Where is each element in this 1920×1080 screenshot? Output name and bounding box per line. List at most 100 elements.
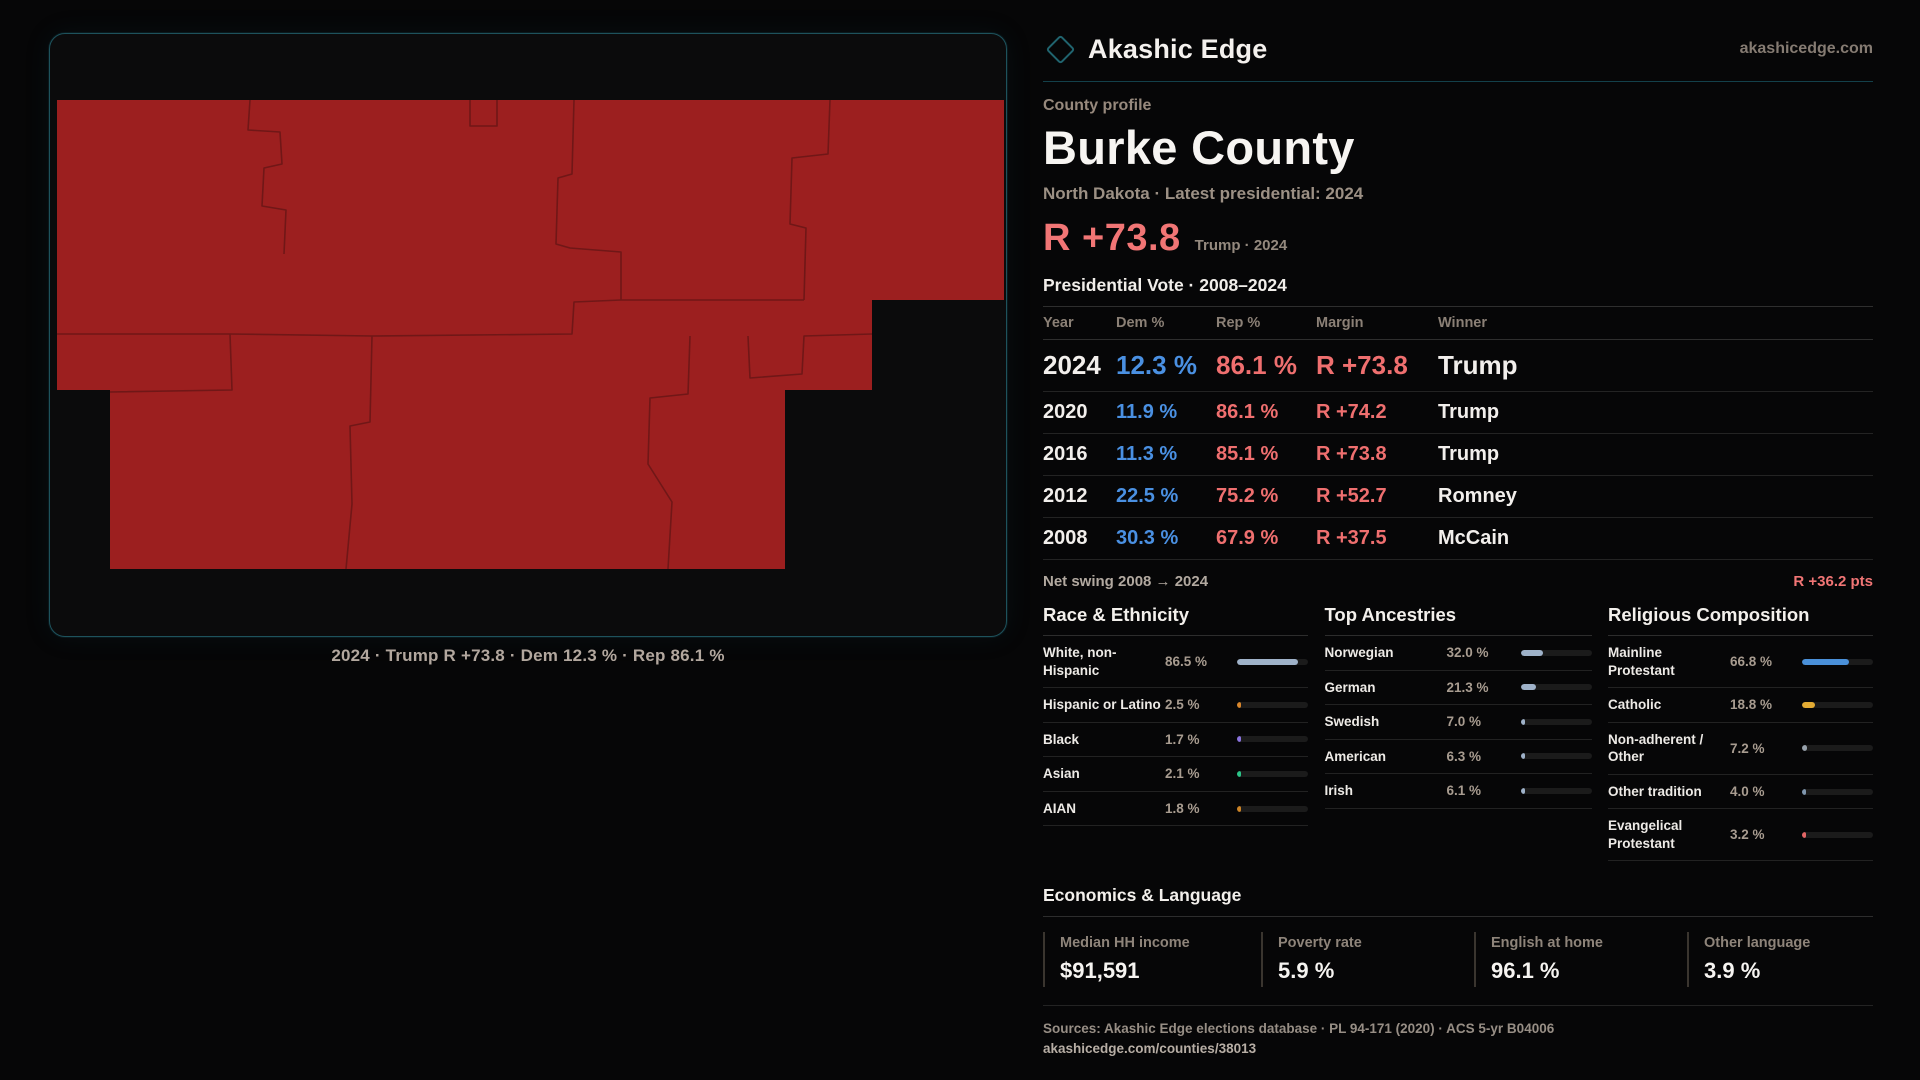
demographic-value: 21.3 %: [1446, 679, 1489, 695]
sources-line: Sources: Akashic Edge elections database…: [1043, 1021, 1555, 1037]
stat-label: Other language: [1704, 935, 1811, 952]
demographic-bar-fill: [1520, 787, 1525, 794]
demographic-row: Other tradition 4.0 %: [1608, 775, 1873, 810]
stat-label: Poverty rate: [1278, 935, 1362, 952]
economics-stat: Other language 3.9 %: [1687, 932, 1873, 988]
demographic-bar-fill: [1237, 701, 1242, 708]
demographic-bar-fill: [1237, 658, 1299, 665]
demographic-row: Irish 6.1 %: [1324, 774, 1592, 809]
demographic-bar-track: [1237, 770, 1308, 777]
demographic-row: Swedish 7.0 %: [1324, 705, 1592, 740]
demographic-label: Catholic: [1608, 697, 1662, 713]
vote-table-rows: 2024 12.3 % 86.1 % R +73.8 Trump 2020 11…: [1043, 340, 1873, 560]
col-dem: Dem %: [1116, 315, 1165, 331]
permalink[interactable]: akashicedge.com/counties/38013: [1043, 1041, 1257, 1057]
demographic-bar-track: [1520, 787, 1592, 794]
cell-rep: 86.1 %: [1216, 350, 1297, 380]
demographic-row: Asian 2.1 %: [1043, 757, 1308, 792]
demographic-label: Irish: [1324, 783, 1354, 799]
headline-margin-note: Trump · 2024: [1194, 237, 1288, 254]
col-margin: Margin: [1316, 315, 1364, 331]
county-map-panel[interactable]: [49, 33, 1007, 637]
cell-rep: 86.1 %: [1216, 401, 1279, 423]
demographic-bar-track: [1237, 658, 1308, 665]
demographic-label: American: [1324, 748, 1387, 764]
demographic-bar-track: [1802, 745, 1873, 752]
cell-margin: R +37.5: [1316, 527, 1387, 549]
header-divider: [1043, 81, 1873, 82]
demographic-value: 3.2 %: [1730, 827, 1765, 843]
demographic-bar-fill: [1520, 684, 1536, 691]
brand-diamond-icon: [1045, 34, 1076, 64]
section-ancestries: Top Ancestries Norwegian 32.0 % German 2…: [1324, 604, 1592, 809]
demographic-row: American 6.3 %: [1324, 740, 1592, 775]
demographic-label: Asian: [1043, 766, 1080, 782]
cell-dem: 11.3 %: [1116, 443, 1178, 465]
eyebrow-label: County profile: [1043, 97, 1152, 114]
demographic-bar-track: [1237, 736, 1308, 743]
demographic-value: 2.5 %: [1165, 697, 1200, 713]
demographic-row: Norwegian 32.0 %: [1324, 636, 1592, 671]
demographic-bar-fill: [1520, 649, 1544, 656]
economics-stats: Median HH income $91,591 Poverty rate 5.…: [1043, 917, 1873, 1007]
demographic-value: 2.1 %: [1165, 766, 1200, 782]
economics-title: Economics & Language: [1043, 885, 1873, 918]
brand-domain-link[interactable]: akashicedge.com: [1739, 40, 1873, 57]
demographic-row: Evangelical Protestant 3.2 %: [1608, 809, 1873, 862]
section-title: Race & Ethnicity: [1043, 604, 1308, 636]
demographic-value: 4.0 %: [1730, 784, 1765, 799]
demographic-bar-fill: [1802, 658, 1850, 665]
cell-dem: 11.9 %: [1116, 401, 1178, 423]
cell-margin: R +52.7: [1316, 485, 1387, 507]
cell-margin: R +73.8: [1316, 350, 1408, 380]
demographic-bar-track: [1802, 831, 1873, 838]
demographic-bar-track: [1802, 788, 1873, 795]
demographic-label: Swedish: [1324, 714, 1380, 730]
demographic-label: Hispanic or Latino: [1043, 697, 1161, 713]
demographic-label: Evangelical Protestant: [1608, 818, 1683, 851]
cell-winner: Trump: [1438, 443, 1500, 465]
demographic-bar-fill: [1237, 736, 1242, 743]
cell-dem: 30.3 %: [1116, 527, 1179, 549]
vote-table-row: 2024 12.3 % 86.1 % R +73.8 Trump: [1043, 340, 1873, 392]
demographic-value: 6.3 %: [1446, 748, 1482, 764]
brand-header: Akashic Edge akashicedge.com: [1043, 28, 1873, 70]
stat-value: 96.1 %: [1491, 958, 1560, 984]
vote-table-row: 2012 22.5 % 75.2 % R +52.7 Romney: [1043, 476, 1873, 518]
demographic-row: German 21.3 %: [1324, 671, 1592, 706]
demographic-row: Mainline Protestant 66.8 %: [1608, 636, 1873, 689]
county-profile-panel: Akashic Edge akashicedge.com County prof…: [1043, 28, 1873, 1056]
demographic-label: Other tradition: [1608, 783, 1702, 799]
section-rows: Norwegian 32.0 % German 21.3 % Swedish 7…: [1324, 636, 1592, 809]
demographic-bar-fill: [1802, 745, 1808, 752]
county-boundaries: [57, 99, 873, 570]
net-swing-row: Net swing 2008 → 2024 R +36.2 pts: [1043, 560, 1873, 592]
county-map[interactable]: [50, 34, 1007, 637]
cell-rep: 67.9 %: [1216, 527, 1279, 549]
demographic-value: 18.8 %: [1730, 697, 1773, 713]
demographic-bar-track: [1802, 658, 1873, 665]
demographics-grid: Race & Ethnicity White, non-Hispanic 86.…: [1043, 604, 1873, 862]
col-winner: Winner: [1438, 315, 1488, 331]
page-title: Burke County: [1043, 121, 1355, 174]
demographic-value: 7.0 %: [1446, 714, 1482, 730]
economics-stat: Poverty rate 5.9 %: [1261, 932, 1474, 988]
stat-value: 5.9 %: [1278, 958, 1335, 984]
section-religion: Religious Composition Mainline Protestan…: [1608, 604, 1873, 862]
headline-margin-row: R +73.8 Trump · 2024: [1043, 217, 1873, 260]
net-swing-value: R +36.2 pts: [1793, 573, 1873, 590]
vote-table-row: 2016 11.3 % 85.1 % R +73.8 Trump: [1043, 434, 1873, 476]
cell-margin: R +73.8: [1316, 443, 1387, 465]
demographic-bar-track: [1520, 649, 1592, 656]
demographic-bar-fill: [1802, 788, 1807, 795]
demographic-bar-fill: [1237, 805, 1242, 812]
demographic-bar-track: [1237, 701, 1308, 708]
demographic-bar-fill: [1520, 753, 1525, 760]
demographic-bar-track: [1520, 718, 1592, 725]
section-title: Top Ancestries: [1324, 604, 1592, 636]
demographic-bar-fill: [1802, 831, 1807, 838]
cell-dem: 22.5 %: [1116, 485, 1179, 507]
cell-year: 2008: [1043, 527, 1088, 549]
demographic-row: White, non-Hispanic 86.5 %: [1043, 636, 1308, 689]
demographic-row: Catholic 18.8 %: [1608, 688, 1873, 723]
